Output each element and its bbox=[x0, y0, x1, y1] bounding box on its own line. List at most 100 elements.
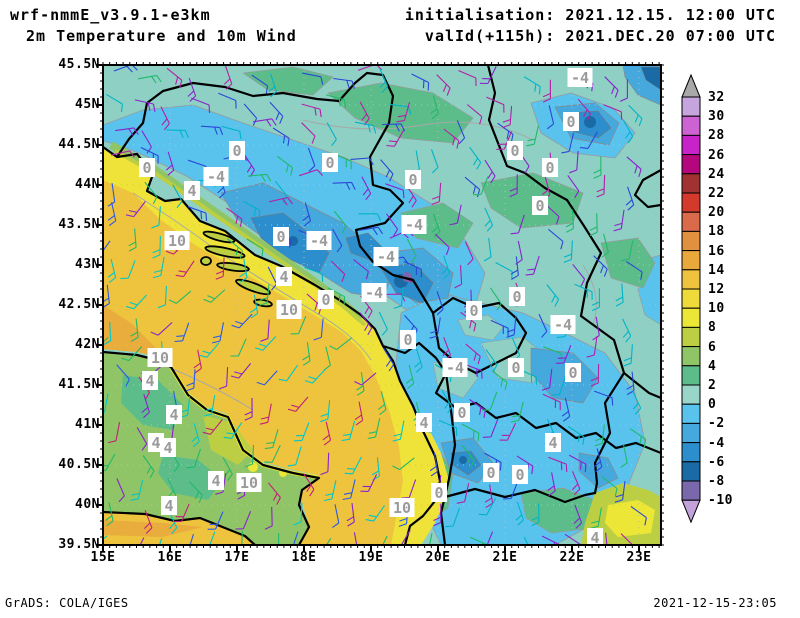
wind-barb bbox=[264, 429, 279, 450]
wind-barb bbox=[203, 395, 216, 417]
lon-tick-label: 19E bbox=[358, 550, 384, 565]
map-frame bbox=[96, 62, 664, 552]
wind-barb bbox=[490, 287, 502, 311]
lon-tick-label: 16E bbox=[157, 550, 183, 565]
wind-barb bbox=[542, 79, 551, 103]
wind-barb bbox=[392, 529, 411, 545]
wind-barb bbox=[160, 106, 170, 131]
wind-barb bbox=[360, 473, 378, 492]
wind-barb bbox=[594, 390, 614, 406]
wind-barb bbox=[601, 476, 618, 497]
svg-text:0: 0 bbox=[403, 331, 412, 349]
temperature-contour-line bbox=[302, 119, 534, 141]
contour-label: 4 bbox=[208, 471, 224, 490]
colorbar-cell bbox=[681, 442, 701, 463]
temp-region-sea-south-orange bbox=[103, 520, 203, 537]
contour-label: 4 bbox=[161, 496, 177, 515]
contour-label: 0 bbox=[139, 158, 155, 177]
wind-barb bbox=[601, 233, 609, 258]
lat-tick-label: 42.5N bbox=[58, 297, 100, 312]
colorbar-value-label: -8 bbox=[708, 474, 725, 489]
lat-tick-label: 42N bbox=[75, 337, 100, 352]
wind-barb bbox=[396, 102, 411, 123]
wind-barb bbox=[392, 420, 405, 442]
contour-label: 10 bbox=[276, 300, 302, 319]
wind-barb bbox=[604, 76, 619, 98]
wind-barb bbox=[322, 421, 332, 446]
wind-barb bbox=[141, 130, 152, 154]
svg-text:4: 4 bbox=[187, 182, 196, 200]
wind-barb bbox=[188, 481, 203, 503]
wind-barb bbox=[344, 456, 362, 475]
wind-barb bbox=[510, 401, 524, 423]
wind-barb bbox=[551, 375, 566, 396]
wind-barb bbox=[483, 237, 492, 262]
wind-barb bbox=[547, 472, 556, 497]
colorbar-cell bbox=[681, 250, 701, 271]
wind-barb bbox=[589, 213, 598, 237]
wind-barb bbox=[496, 131, 513, 150]
island-outline bbox=[216, 261, 250, 273]
wind-barb bbox=[429, 452, 439, 477]
temp-region-darkest-2 bbox=[288, 236, 298, 246]
wind-barb bbox=[350, 157, 374, 166]
wind-barb bbox=[276, 155, 294, 176]
wind-barb bbox=[141, 394, 150, 419]
wind-barb bbox=[356, 372, 365, 396]
contour-label: 0 bbox=[466, 301, 482, 320]
temperature-contour-line bbox=[132, 192, 372, 361]
wind-barb bbox=[103, 337, 109, 343]
contour-label: 0 bbox=[318, 290, 334, 309]
wind-barb bbox=[482, 391, 498, 411]
svg-text:0: 0 bbox=[568, 364, 577, 382]
wind-barb bbox=[433, 503, 442, 527]
wind-barb bbox=[542, 393, 561, 411]
wind-barb bbox=[383, 348, 395, 372]
wind-barb bbox=[486, 96, 505, 113]
svg-text:0: 0 bbox=[434, 484, 443, 502]
wind-barb bbox=[628, 104, 643, 127]
temp-region-midblue-s2 bbox=[578, 452, 619, 489]
colorbar-value-label: 10 bbox=[708, 301, 725, 317]
wind-barb bbox=[158, 538, 163, 545]
wind-barb bbox=[379, 68, 389, 93]
wind-barb bbox=[449, 204, 462, 226]
wind-barb bbox=[136, 427, 148, 451]
lat-tick-label: 40.5N bbox=[58, 457, 100, 472]
wind-barb bbox=[200, 125, 224, 136]
wind-barb bbox=[497, 122, 514, 143]
wind-barb bbox=[541, 535, 560, 545]
wind-barb bbox=[186, 369, 196, 392]
contour-label: -4 bbox=[203, 167, 229, 186]
wind-barb bbox=[150, 321, 173, 336]
wind-barb bbox=[299, 169, 324, 177]
wind-barb bbox=[137, 74, 162, 84]
wind-barb bbox=[231, 313, 253, 329]
lon-tick-label: 23E bbox=[626, 550, 652, 565]
temp-region-sea-amber bbox=[103, 180, 403, 545]
wind-barb bbox=[223, 65, 233, 90]
svg-text:10: 10 bbox=[151, 349, 169, 367]
wind-barb bbox=[186, 448, 202, 469]
lon-tick-label: 15E bbox=[90, 550, 116, 565]
svg-text:0: 0 bbox=[232, 142, 241, 160]
wind-barb bbox=[392, 457, 415, 471]
wind-barb bbox=[622, 318, 632, 343]
wind-barb bbox=[484, 484, 494, 509]
wind-barb bbox=[354, 121, 377, 134]
wind-barb bbox=[107, 183, 116, 207]
svg-text:4: 4 bbox=[548, 434, 557, 452]
wind-barb bbox=[385, 183, 405, 199]
wind-barb bbox=[244, 444, 255, 468]
colorbar-cell bbox=[681, 403, 701, 424]
colorbar-cell bbox=[681, 422, 701, 444]
wind-barb bbox=[567, 175, 580, 199]
contour-label: 0 bbox=[507, 141, 523, 160]
colorbar-value-label: 18 bbox=[708, 224, 725, 240]
map-content: 0 0 -4 4 0 0 0 0 -4 0 10 0 -4 -4 0 -4 4 0 10 -4 0 0 -4 10 4 -4 0 0 0… bbox=[103, 65, 661, 545]
contour-label: 10 bbox=[236, 473, 262, 492]
svg-text:0: 0 bbox=[512, 288, 521, 306]
wind-barb bbox=[464, 176, 481, 198]
wind-barb bbox=[454, 265, 463, 289]
wind-barb bbox=[428, 533, 433, 545]
